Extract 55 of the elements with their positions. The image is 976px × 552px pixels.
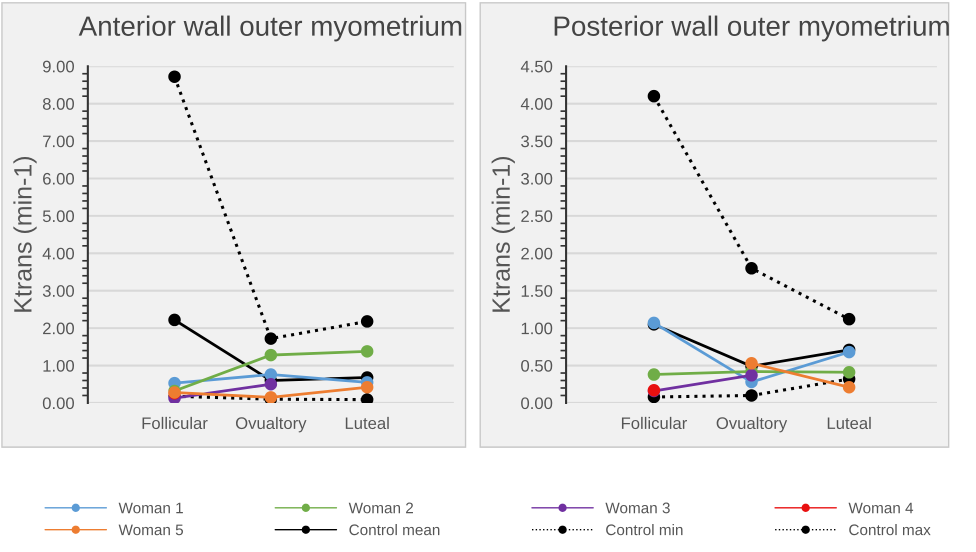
point [648,368,660,381]
x-tick-label: Follicular [622,416,687,430]
point [842,312,856,326]
y-tick-label: 3.00 [521,172,552,185]
point [842,380,856,394]
y-tick-label: 1.00 [522,322,552,334]
point [264,332,278,345]
point [360,380,374,394]
point [648,90,660,102]
y-tick-label: 8.00 [42,98,74,110]
point [360,315,374,328]
legend-label: Control mean [349,524,440,536]
y-tick-label: 1.50 [522,285,552,297]
point [264,378,278,391]
y-tick-label: 7.00 [43,135,74,148]
chart-title: Anterior wall outer myometrium [78,16,462,42]
y-tick-label: 2.00 [43,322,74,334]
legend-label: Control max [849,524,931,536]
legend-label: Control min [606,524,682,536]
y-tick-label: 0.50 [521,360,552,372]
x-tick-label: Luteal [828,416,871,430]
point [168,314,181,326]
legend-label: Woman 4 [848,502,914,514]
point [360,345,374,358]
y-tick-label: 3.00 [42,285,74,297]
y-tick-label: 4.00 [520,98,552,110]
y-axis-title: Ktrans (min-1) [492,156,515,312]
y-tick-label: 0.00 [521,397,552,410]
point [745,389,758,402]
y-tick-label: 4.50 [520,60,552,72]
legend-label: Woman 1 [118,502,183,514]
y-tick-label: 2.00 [521,248,552,260]
legend-label: Woman 5 [118,524,183,536]
point [745,369,758,382]
y-tick-label: 9.00 [42,60,74,72]
point [745,262,758,275]
y-tick-label: 0.00 [42,397,74,410]
y-tick-label: 6.00 [43,172,74,185]
legend-label: Woman 2 [348,502,413,514]
y-tick-label: 1.00 [43,360,74,372]
point [168,70,181,83]
x-tick-label: Luteal [346,416,389,430]
x-tick-label: Ovualtory [236,416,306,432]
point [745,357,758,370]
legend-label: Woman 3 [605,502,670,514]
y-tick-label: 3.50 [521,135,552,148]
y-axis-title: Ktrans (min-1) [13,156,37,312]
point [842,366,856,379]
x-tick-label: Follicular [142,416,208,430]
y-tick-label: 4.00 [42,248,74,260]
chart-title: Posterior wall outer myometrium [554,16,949,42]
y-tick-label: 2.50 [521,210,552,222]
point [264,348,278,362]
y-tick-label: 5.00 [42,210,74,222]
x-tick-label: Ovualtory [716,416,788,432]
